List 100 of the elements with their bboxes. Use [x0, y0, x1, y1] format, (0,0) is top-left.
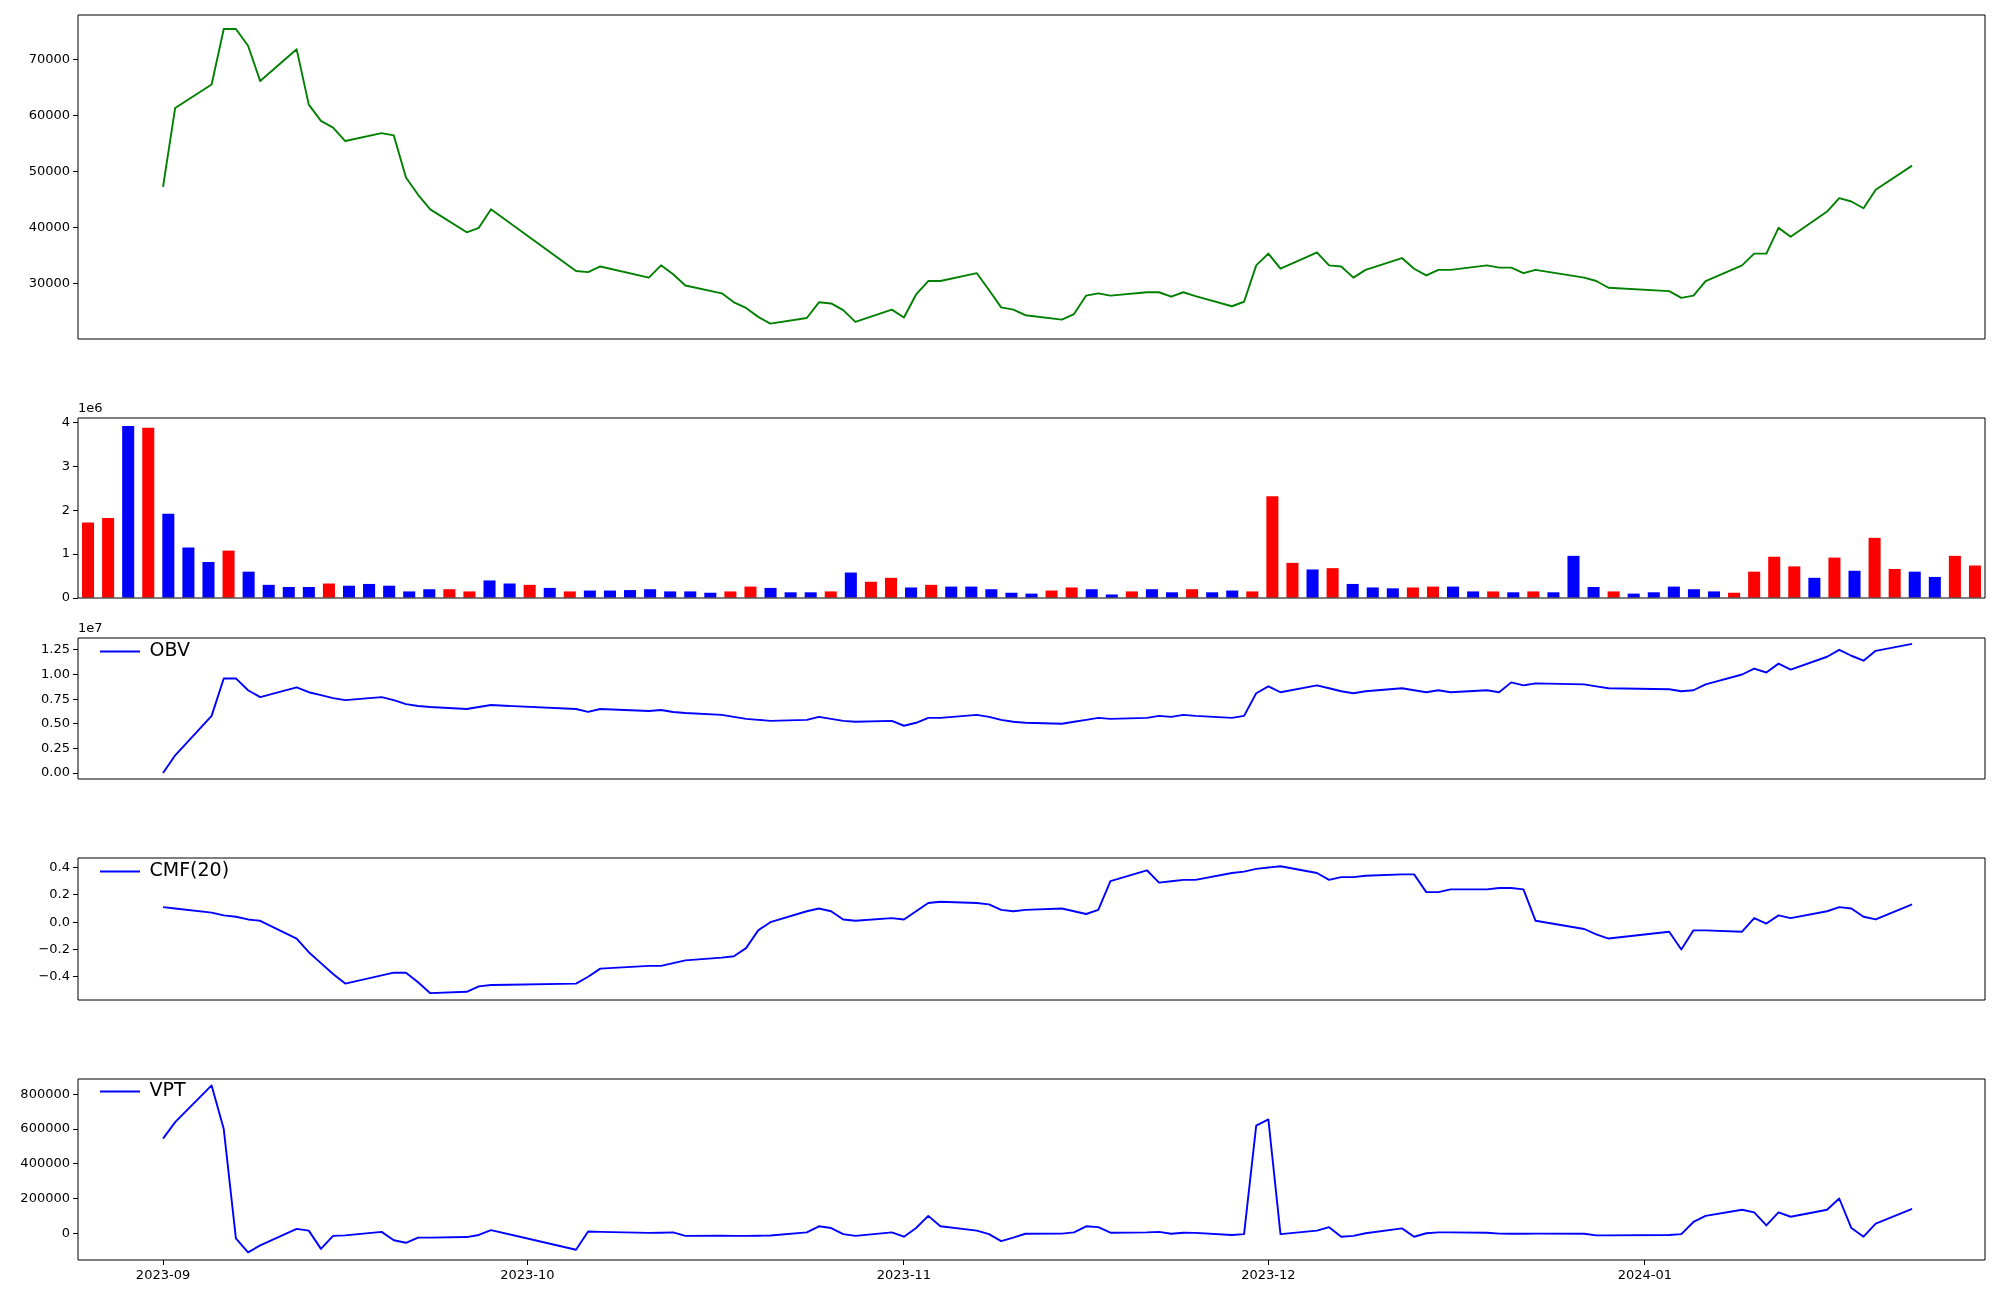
y-tick-label: 3 — [61, 457, 70, 473]
bar — [523, 584, 536, 598]
bar — [884, 577, 898, 598]
bar — [1487, 591, 1500, 598]
bar — [1948, 555, 1961, 598]
bar — [443, 589, 456, 598]
bar — [142, 427, 155, 598]
bar — [864, 581, 877, 598]
y-tick-label: −0.4 — [38, 968, 70, 984]
bar — [804, 592, 817, 598]
bar — [1426, 586, 1439, 598]
bar — [644, 589, 657, 598]
y-tick-label: −0.2 — [38, 940, 70, 956]
y-tick-label: 800000 — [20, 1085, 70, 1101]
bar — [824, 591, 837, 598]
bar — [423, 589, 436, 598]
bar — [784, 592, 797, 598]
bar — [483, 580, 496, 598]
bar — [1768, 556, 1781, 598]
x-tick-label: 2023-10 — [500, 1267, 555, 1283]
bar — [1145, 589, 1158, 598]
bar — [1206, 592, 1219, 598]
bar — [1607, 591, 1620, 598]
bar — [403, 591, 416, 598]
bar — [1286, 562, 1299, 598]
bar — [1085, 589, 1098, 598]
bar — [1928, 576, 1941, 598]
bar — [664, 591, 677, 598]
bar — [1105, 594, 1118, 598]
bar — [1366, 587, 1379, 598]
bar — [543, 587, 556, 598]
bar — [1447, 586, 1460, 598]
x-tick-label: 2023-09 — [135, 1267, 191, 1283]
x-tick-label: 2023-11 — [876, 1267, 932, 1283]
bar — [563, 591, 576, 598]
y-tick-label: 50000 — [28, 162, 70, 178]
bar — [1848, 570, 1861, 598]
bar — [1968, 565, 1981, 598]
bar — [1647, 592, 1660, 598]
bar — [764, 587, 777, 598]
bar — [1587, 587, 1600, 598]
bar — [1687, 589, 1700, 598]
bar — [684, 591, 697, 598]
y-tick-label: 200000 — [20, 1189, 70, 1205]
bar — [844, 572, 857, 598]
y-tick-label: 4 — [61, 413, 70, 429]
y-tick-label: 0 — [61, 1224, 70, 1240]
bar — [1868, 537, 1881, 598]
bar — [202, 562, 215, 598]
y-tick-label: 0.25 — [41, 739, 70, 755]
bar — [383, 585, 396, 598]
y-tick-label: 400000 — [20, 1155, 70, 1171]
y-tick-label: 600000 — [20, 1120, 70, 1136]
bar — [1788, 566, 1801, 598]
bar — [1567, 555, 1580, 598]
y-tick-label: 0 — [61, 589, 70, 605]
bar — [182, 547, 195, 598]
bar — [102, 518, 115, 598]
bar — [624, 590, 637, 598]
x-tick-label: 2024-01 — [1617, 1267, 1673, 1283]
bar — [222, 550, 235, 598]
legend-label: VPT — [149, 1078, 186, 1101]
y-tick-label: 2 — [61, 501, 70, 517]
bar — [302, 587, 315, 598]
bar — [905, 587, 918, 598]
bar — [1908, 571, 1921, 598]
y-tick-label: 0.4 — [49, 858, 70, 874]
bar — [965, 586, 978, 598]
y-tick-label: 1.25 — [41, 641, 70, 657]
bar — [985, 589, 998, 598]
bar — [1125, 591, 1138, 598]
text: 1e6 — [78, 399, 103, 415]
y-tick-label: 30000 — [28, 274, 70, 290]
bar — [1406, 587, 1419, 598]
y-tick-label: 0.50 — [41, 715, 70, 731]
legend-label: OBV — [149, 638, 190, 661]
bar — [322, 583, 335, 598]
bar — [463, 591, 476, 598]
bar — [1326, 568, 1339, 598]
bar — [1246, 591, 1259, 598]
bar — [724, 591, 737, 598]
legend-label: CMF(20) — [149, 858, 230, 881]
bar — [503, 583, 516, 598]
x-tick-label: 2023-12 — [1241, 1267, 1296, 1283]
bar — [82, 522, 95, 598]
bar — [262, 584, 275, 598]
y-tick-label: 1 — [61, 545, 70, 561]
bar — [1266, 496, 1279, 598]
y-tick-label: 0.2 — [49, 886, 70, 902]
text: 1e7 — [78, 619, 103, 635]
bar — [122, 425, 135, 598]
bar — [744, 586, 757, 598]
bar — [1467, 591, 1480, 598]
bar — [363, 583, 376, 598]
bar — [1346, 583, 1359, 598]
bar — [1065, 587, 1078, 598]
y-tick-label: 40000 — [28, 218, 70, 234]
bar — [1386, 588, 1399, 598]
bar — [162, 513, 175, 598]
bar — [342, 585, 356, 598]
